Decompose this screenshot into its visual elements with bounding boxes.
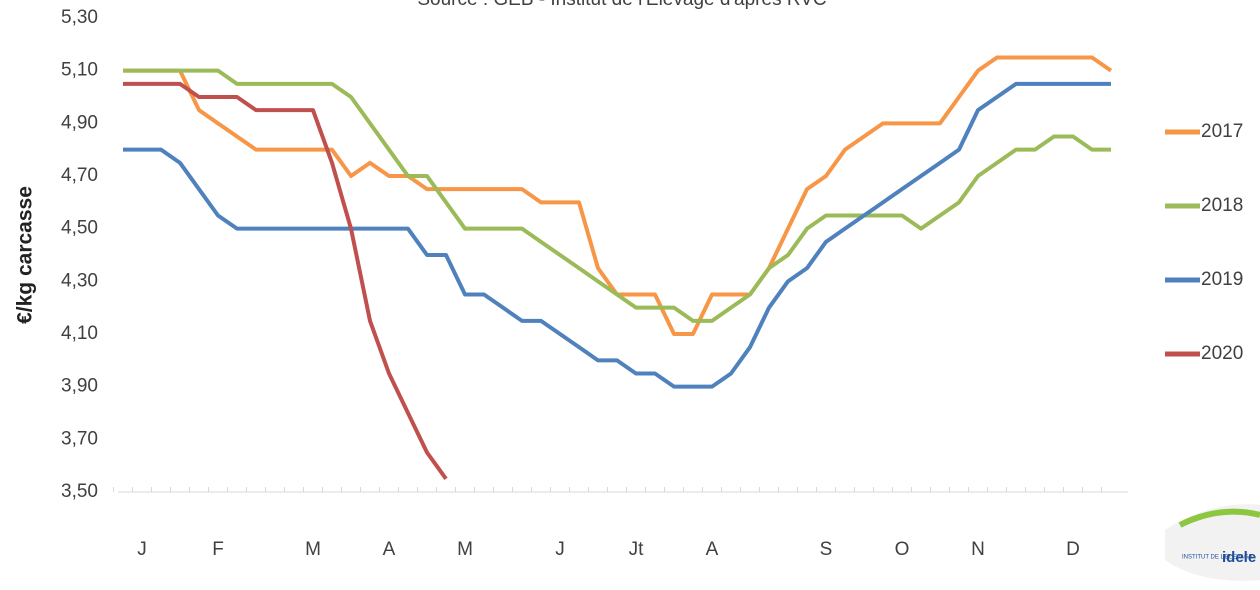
legend-label: 2019 bbox=[1201, 269, 1243, 290]
x-tick-label: J bbox=[555, 539, 565, 560]
x-tick-label: Jt bbox=[629, 539, 645, 560]
x-tick-label: F bbox=[212, 539, 224, 560]
x-tick-label: N bbox=[971, 539, 985, 560]
y-tick-label: 3,70 bbox=[61, 428, 98, 449]
y-tick-label: 3,90 bbox=[61, 376, 98, 397]
x-tick-label: O bbox=[895, 539, 910, 560]
logo-small: INSTITUT DE L'ELEVAGE bbox=[1182, 555, 1253, 561]
x-tick-label: M bbox=[305, 539, 321, 560]
y-tick-label: 4,90 bbox=[61, 112, 98, 133]
series-line bbox=[123, 68, 1111, 323]
y-tick-label: 4,70 bbox=[61, 165, 98, 186]
y-axis-label: €/kg carcasse bbox=[14, 186, 37, 324]
y-tick-label: 4,10 bbox=[61, 323, 98, 344]
y-tick-label: 4,50 bbox=[61, 218, 98, 239]
logo: INSTITUT DE L'ELEVAGE idele bbox=[1165, 504, 1260, 581]
series-line bbox=[123, 81, 448, 481]
legend-label: 2018 bbox=[1201, 195, 1243, 216]
x-tick-label: A bbox=[706, 539, 719, 560]
y-tick-label: 5,10 bbox=[61, 60, 98, 81]
series-line bbox=[123, 81, 1111, 389]
x-tick-label: S bbox=[820, 539, 833, 560]
logo-swoosh bbox=[1178, 508, 1260, 528]
x-tick-label: M bbox=[457, 539, 473, 560]
legend-label: 2020 bbox=[1201, 343, 1243, 364]
y-tick-label: 3,50 bbox=[61, 481, 98, 502]
chart-subtitle: Source : GEB - Institut de l'Elevage d'a… bbox=[417, 0, 826, 10]
legend-label: 2017 bbox=[1201, 121, 1243, 142]
y-tick-label: 4,30 bbox=[61, 270, 98, 291]
x-tick-label: D bbox=[1066, 539, 1080, 560]
logo-brand: idele bbox=[1222, 549, 1256, 566]
x-tick-label: J bbox=[137, 539, 147, 560]
y-tick-label: 5,30 bbox=[61, 7, 98, 28]
x-tick-label: A bbox=[383, 539, 396, 560]
